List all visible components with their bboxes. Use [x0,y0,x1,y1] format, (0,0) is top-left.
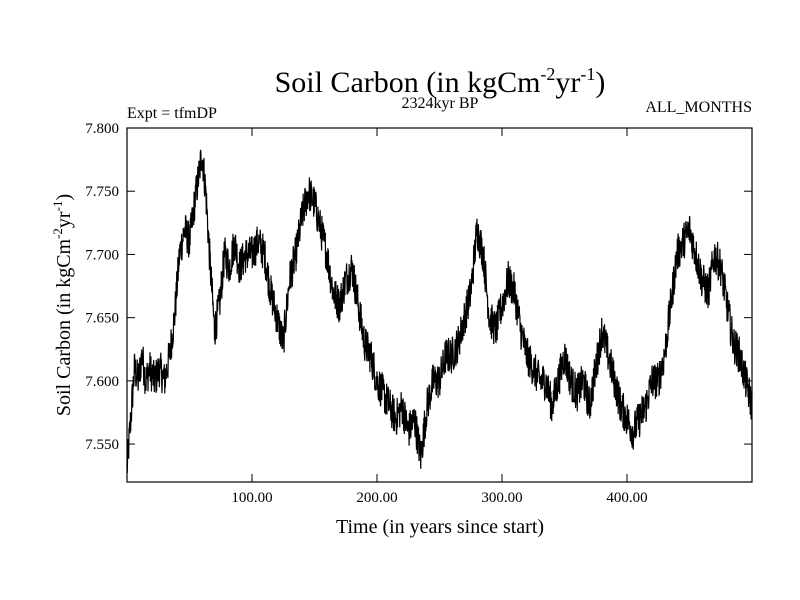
x-tick-label: 400.00 [606,490,647,506]
y-tick-label: 7.700 [85,247,119,263]
experiment-label: Expt = tfmDP [127,105,217,122]
title-sup1: -2 [540,64,555,84]
x-tick-label: 300.00 [481,490,522,506]
ylabel-sup2: -1 [50,201,65,212]
x-tick-label: 200.00 [356,490,397,506]
title-sup2: -1 [580,64,595,84]
chart-title: Soil Carbon (in kgCm-2yr-1) [275,64,606,99]
ylabel-base: Soil Carbon (in kgCm [53,238,75,416]
months-label: ALL_MONTHS [645,99,752,116]
series-group [126,149,753,473]
x-axis-ticks: 100.00 200.00 300.00 400.00 [231,128,648,506]
title-mid: yr [555,66,580,99]
y-tick-label: 7.800 [85,121,119,137]
title-end: ) [595,66,605,99]
plot-frame [126,127,753,483]
ylabel-mid: yr [53,211,75,228]
y-tick-label: 7.650 [85,311,119,327]
y-axis-ticks: 7.550 7.600 7.650 7.700 7.750 7.800 [85,121,752,453]
ylabel-end: ) [53,194,75,201]
title-base: Soil Carbon (in kgCm [275,66,541,99]
y-axis-label: Soil Carbon (in kgCm-2yr-1) [50,194,75,416]
x-tick-label: 100.00 [231,490,272,506]
y-tick-label: 7.600 [85,374,119,390]
chart-subtitle: 2324kyr BP [402,95,479,112]
x-axis-label: Time (in years since start) [336,516,544,538]
ylabel-sup1: -2 [50,228,65,239]
y-tick-label: 7.550 [85,437,119,453]
series-line [126,149,753,473]
y-tick-label: 7.750 [85,184,119,200]
